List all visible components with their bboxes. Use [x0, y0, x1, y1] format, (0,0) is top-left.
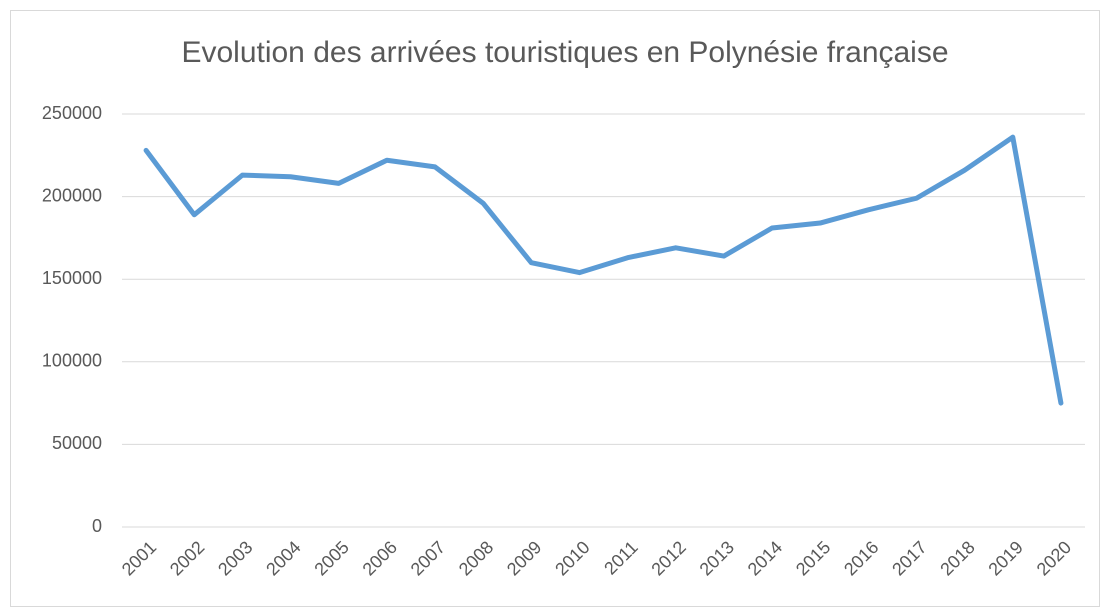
chart-border	[10, 10, 1100, 607]
y-tick-label: 200000	[42, 185, 102, 205]
y-tick-label: 150000	[42, 268, 102, 288]
y-tick-label: 0	[92, 516, 102, 536]
y-tick-label: 100000	[42, 351, 102, 371]
y-tick-label: 50000	[52, 433, 102, 453]
line	[143, 134, 1064, 406]
y-tick-label: 250000	[42, 103, 102, 123]
chart-title: Evolution des arrivées touristiques en P…	[181, 36, 948, 69]
